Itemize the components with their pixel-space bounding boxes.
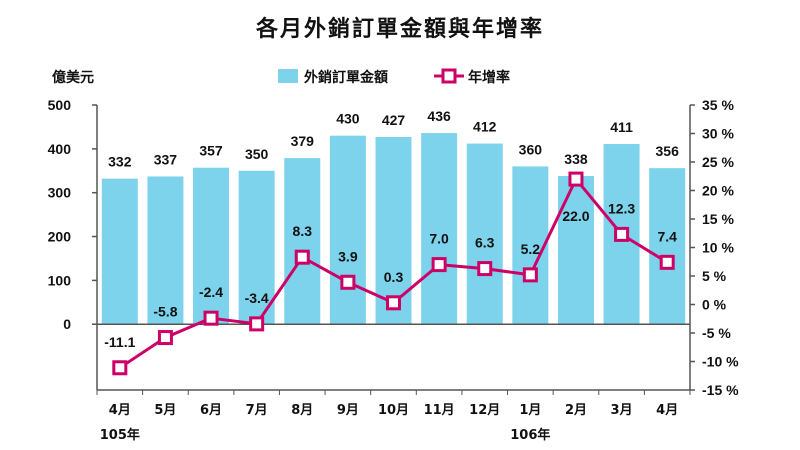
x-tick-label-2: 6月 xyxy=(200,403,222,418)
bar-9 xyxy=(512,166,549,325)
left-tick-label-1: 100 xyxy=(48,272,72,288)
growth-label-5: 3.9 xyxy=(338,248,358,264)
legend-label-bar: 外銷訂單金額 xyxy=(304,69,388,86)
left-tick-label-3: 300 xyxy=(48,185,72,201)
bar-value-label-8: 412 xyxy=(473,119,497,135)
bar-value-label-9: 360 xyxy=(519,141,543,157)
legend-label-line: 年增率 xyxy=(468,69,510,86)
bar-0 xyxy=(101,178,138,325)
growth-label-9: 5.2 xyxy=(521,241,541,257)
bar-value-label-5: 430 xyxy=(336,111,360,127)
bar-8 xyxy=(466,143,503,325)
x-tick-label-0: 4月 xyxy=(109,403,131,418)
left-tick-label-2: 200 xyxy=(48,229,72,245)
bar-value-label-3: 350 xyxy=(245,146,269,162)
right-tick-label-6: 15 % xyxy=(702,211,734,227)
growth-marker-4 xyxy=(294,249,310,265)
x-tick-label-5: 9月 xyxy=(337,403,359,418)
bar-5 xyxy=(329,135,366,325)
bar-12 xyxy=(649,168,686,325)
growth-marker-12 xyxy=(659,254,675,270)
bar-4 xyxy=(284,158,321,325)
growth-label-4: 8.3 xyxy=(293,223,313,239)
legend-marker-swatch xyxy=(441,68,457,84)
right-tick-label-0: -15 % xyxy=(702,382,739,398)
x-tick-label-3: 7月 xyxy=(246,403,268,418)
bar-value-label-10: 338 xyxy=(564,151,588,167)
growth-label-8: 6.3 xyxy=(475,235,495,251)
x-tick-label-8: 12月 xyxy=(469,403,500,418)
left-tick-label-5: 500 xyxy=(48,97,72,113)
x-tick-label-1: 5月 xyxy=(154,403,176,418)
bar-7 xyxy=(421,133,458,325)
bar-value-label-12: 356 xyxy=(656,143,680,159)
right-tick-label-7: 20 % xyxy=(702,183,734,199)
plot-area: 0 100 200 300 400 500 -15 % -10 % -5 % 0 % 5 % 10 %… xyxy=(48,97,739,443)
growth-label-7: 7.0 xyxy=(429,231,449,247)
bar-value-label-0: 332 xyxy=(108,154,132,170)
x-tick-label-7: 11月 xyxy=(424,403,455,418)
x-tick-label-10: 2月 xyxy=(565,403,587,418)
growth-label-12: 7.4 xyxy=(657,228,677,244)
growth-marker-8 xyxy=(477,261,493,277)
bar-value-label-6: 427 xyxy=(382,112,406,128)
growth-label-10: 22.0 xyxy=(562,208,589,224)
growth-marker-1 xyxy=(157,330,173,346)
year-label-1: 106年 xyxy=(510,427,550,443)
right-tick-label-3: 0 % xyxy=(702,297,727,313)
right-tick-label-8: 25 % xyxy=(702,154,734,170)
growth-label-6: 0.3 xyxy=(384,269,404,285)
left-tick-label-0: 0 xyxy=(63,316,71,332)
x-tick-label-11: 3月 xyxy=(611,403,633,418)
growth-label-11: 12.3 xyxy=(608,200,635,216)
bar-value-label-4: 379 xyxy=(291,133,315,149)
growth-marker-3 xyxy=(249,316,265,332)
x-tick-label-4: 8月 xyxy=(291,403,313,418)
bar-3 xyxy=(238,170,275,325)
bar-1 xyxy=(147,176,184,325)
growth-label-2: -2.4 xyxy=(199,284,223,300)
growth-marker-2 xyxy=(203,310,219,326)
growth-marker-9 xyxy=(522,267,538,283)
x-tick-label-6: 10月 xyxy=(378,403,409,418)
chart-title: 各月外銷訂單金額與年增率 xyxy=(255,16,544,42)
right-tick-label-5: 10 % xyxy=(702,240,734,256)
left-tick-label-4: 400 xyxy=(48,141,72,157)
left-axis-unit: 億美元 xyxy=(52,69,94,86)
growth-label-1: -5.8 xyxy=(153,304,177,320)
growth-label-3: -3.4 xyxy=(245,290,269,306)
bar-2 xyxy=(193,167,230,325)
legend-swatch-bar xyxy=(278,69,298,83)
growth-marker-0 xyxy=(112,360,128,376)
right-tick-label-2: -5 % xyxy=(702,325,731,341)
growth-label-0: -11.1 xyxy=(104,334,135,350)
x-tick-label-12: 4月 xyxy=(656,403,678,418)
bar-value-label-11: 411 xyxy=(610,119,633,135)
growth-marker-5 xyxy=(340,274,356,290)
right-tick-label-10: 35 % xyxy=(702,97,734,113)
x-tick-label-9: 1月 xyxy=(519,403,541,418)
growth-marker-11 xyxy=(614,226,630,242)
legend: 外銷訂單金額 年增率 xyxy=(278,68,510,86)
bar-10 xyxy=(557,176,594,325)
growth-marker-7 xyxy=(431,257,447,273)
right-tick-label-9: 30 % xyxy=(702,126,734,142)
bar-value-label-2: 357 xyxy=(199,143,223,159)
growth-marker-6 xyxy=(386,295,401,311)
year-label-0: 105年 xyxy=(100,427,140,443)
growth-marker-10 xyxy=(568,171,584,187)
right-tick-label-4: 5 % xyxy=(702,268,727,284)
bar-value-label-1: 337 xyxy=(154,151,178,167)
right-tick-label-1: -10 % xyxy=(702,354,739,370)
bar-value-label-7: 436 xyxy=(427,108,451,124)
